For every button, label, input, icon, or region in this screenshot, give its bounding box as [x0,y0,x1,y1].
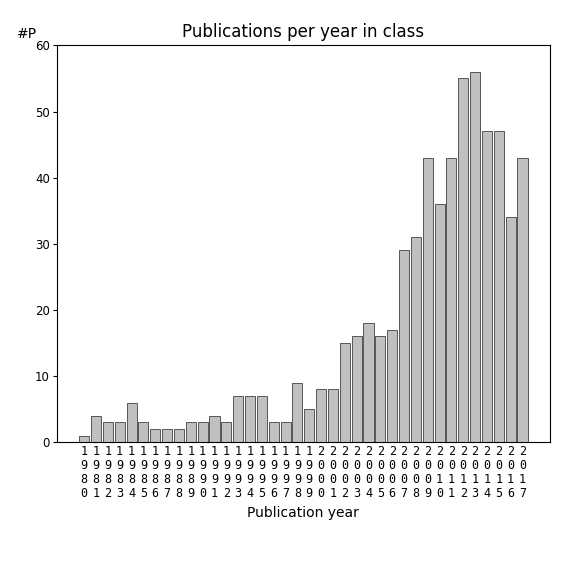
Text: #P: #P [17,27,37,41]
Bar [115,422,125,442]
Bar [281,422,291,442]
Bar [518,158,527,442]
Bar [506,217,516,442]
Bar [221,422,231,442]
Bar [150,429,160,442]
Bar [494,132,504,442]
Bar [399,251,409,442]
Bar [293,383,302,442]
Bar [233,396,243,442]
Bar [186,422,196,442]
Bar [138,422,149,442]
Bar [126,403,137,442]
Bar [458,78,468,442]
Bar [245,396,255,442]
Bar [328,390,338,442]
Bar [103,422,113,442]
Bar [411,237,421,442]
Bar [269,422,279,442]
Bar [387,330,397,442]
Bar [423,158,433,442]
Title: Publications per year in class: Publications per year in class [182,23,425,41]
Bar [304,409,314,442]
Bar [352,336,362,442]
Bar [198,422,208,442]
Bar [446,158,456,442]
Bar [257,396,267,442]
Bar [91,416,101,442]
Bar [375,336,386,442]
Bar [482,132,492,442]
Bar [363,323,374,442]
Bar [79,435,89,442]
X-axis label: Publication year: Publication year [247,506,359,519]
Bar [470,72,480,442]
Bar [162,429,172,442]
Bar [340,343,350,442]
Bar [316,390,326,442]
Bar [174,429,184,442]
Bar [434,204,445,442]
Bar [209,416,219,442]
